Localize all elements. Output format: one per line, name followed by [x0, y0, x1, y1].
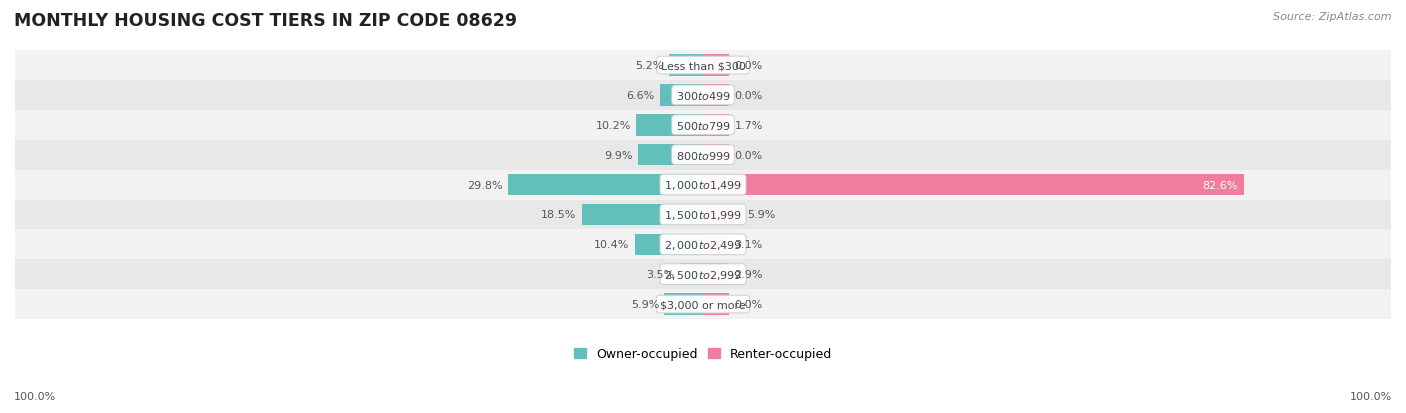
Text: 10.2%: 10.2%: [596, 121, 631, 131]
Bar: [703, 294, 730, 315]
Bar: [582, 204, 703, 225]
Bar: [15, 290, 1391, 319]
Bar: [15, 81, 1391, 111]
Text: 0.0%: 0.0%: [734, 61, 762, 71]
Bar: [703, 85, 730, 107]
Bar: [703, 234, 730, 256]
Bar: [703, 264, 730, 285]
Text: 1.7%: 1.7%: [734, 121, 763, 131]
Bar: [15, 111, 1391, 140]
Text: $800 to $999: $800 to $999: [675, 150, 731, 161]
Text: 0.0%: 0.0%: [734, 91, 762, 101]
Text: 5.9%: 5.9%: [631, 299, 659, 309]
Bar: [703, 174, 1244, 196]
Text: MONTHLY HOUSING COST TIERS IN ZIP CODE 08629: MONTHLY HOUSING COST TIERS IN ZIP CODE 0…: [14, 12, 517, 30]
Bar: [636, 234, 703, 256]
Text: 82.6%: 82.6%: [1202, 180, 1237, 190]
Text: 5.9%: 5.9%: [747, 210, 775, 220]
Text: 2.9%: 2.9%: [734, 270, 763, 280]
Text: 100.0%: 100.0%: [14, 391, 56, 401]
Bar: [665, 294, 703, 315]
Text: 10.4%: 10.4%: [595, 240, 630, 250]
Text: $3,000 or more: $3,000 or more: [661, 299, 745, 309]
Text: $2,000 to $2,499: $2,000 to $2,499: [664, 238, 742, 251]
Text: 9.9%: 9.9%: [605, 150, 633, 160]
Bar: [703, 115, 730, 136]
Text: 6.6%: 6.6%: [626, 91, 655, 101]
Text: $1,000 to $1,499: $1,000 to $1,499: [664, 179, 742, 192]
Text: 0.0%: 0.0%: [734, 150, 762, 160]
Bar: [15, 140, 1391, 170]
Text: Source: ZipAtlas.com: Source: ZipAtlas.com: [1274, 12, 1392, 22]
Bar: [508, 174, 703, 196]
Bar: [669, 55, 703, 77]
Text: 100.0%: 100.0%: [1350, 391, 1392, 401]
Text: 0.0%: 0.0%: [734, 299, 762, 309]
Text: $300 to $499: $300 to $499: [675, 90, 731, 102]
Bar: [15, 170, 1391, 200]
Bar: [15, 200, 1391, 230]
Legend: Owner-occupied, Renter-occupied: Owner-occupied, Renter-occupied: [568, 342, 838, 366]
Text: $2,500 to $2,999: $2,500 to $2,999: [664, 268, 742, 281]
Bar: [638, 145, 703, 166]
Bar: [703, 55, 730, 77]
Bar: [15, 51, 1391, 81]
Text: 5.2%: 5.2%: [636, 61, 664, 71]
Bar: [636, 115, 703, 136]
Bar: [15, 260, 1391, 290]
Bar: [659, 85, 703, 107]
Text: $1,500 to $1,999: $1,500 to $1,999: [664, 209, 742, 221]
Text: 3.1%: 3.1%: [734, 240, 762, 250]
Text: Less than $300: Less than $300: [661, 61, 745, 71]
Bar: [703, 145, 730, 166]
Bar: [681, 264, 703, 285]
Text: 29.8%: 29.8%: [467, 180, 502, 190]
Text: 18.5%: 18.5%: [541, 210, 576, 220]
Bar: [15, 230, 1391, 260]
Text: 3.5%: 3.5%: [647, 270, 675, 280]
Bar: [703, 204, 741, 225]
Text: $500 to $799: $500 to $799: [675, 119, 731, 131]
